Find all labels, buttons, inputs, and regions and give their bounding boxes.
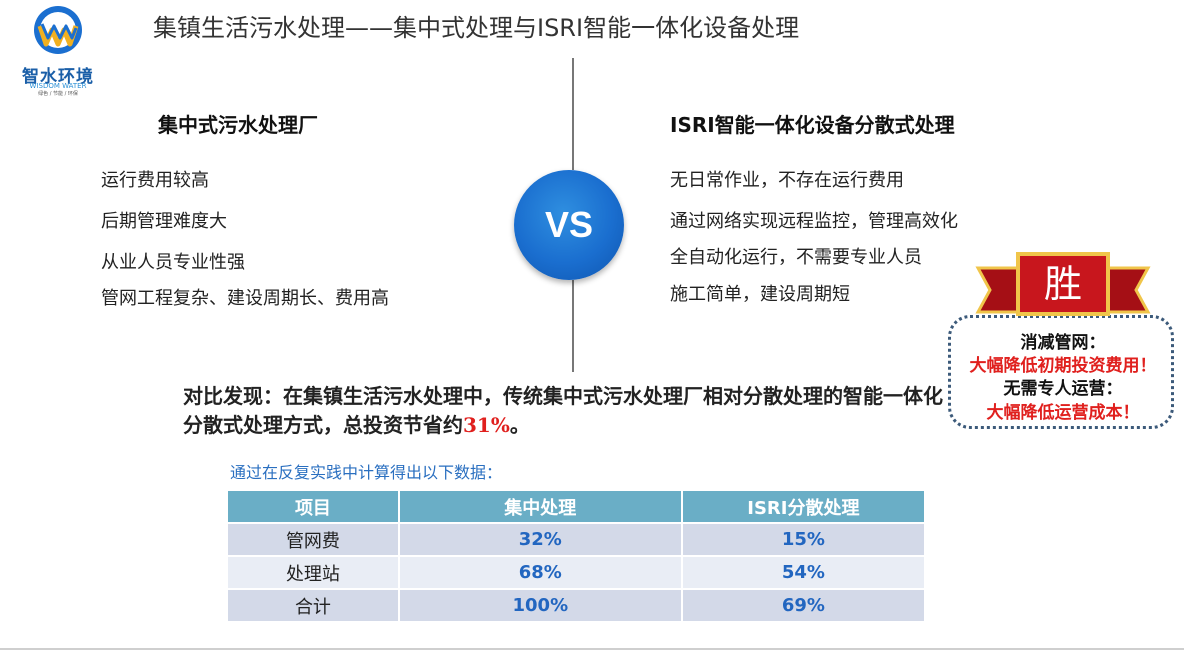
table-cell: 管网费: [226, 522, 400, 557]
logo: 智水环境 WISDOM WATER 绿色 / 节能 / 环保: [18, 4, 98, 97]
logo-tagline: 绿色 / 节能 / 环保: [38, 91, 78, 97]
vertical-divider-bottom: [572, 280, 574, 372]
vs-circle: VS: [514, 170, 624, 280]
left-item: 从业人员专业性强: [101, 252, 245, 273]
table-cell: 68%: [397, 555, 683, 590]
page-title: 集镇生活污水处理——集中式处理与ISRI智能一体化设备处理: [153, 14, 800, 42]
right-item: 无日常作业，不存在运行费用: [670, 170, 904, 191]
table-row: 管网费 32% 15%: [226, 522, 927, 557]
winner-callout-box: [948, 315, 1174, 429]
winner-badge: 胜 消减管网： 大幅降低初期投资费用！ 无需专人运营： 大幅降低运营成本！: [948, 250, 1178, 440]
badge-line: 大幅降低初期投资费用！: [969, 356, 1157, 376]
wisdom-water-logo-icon: [34, 6, 82, 54]
vertical-divider-top: [572, 58, 574, 170]
winner-ribbon-icon: [975, 252, 1151, 316]
left-item: 后期管理难度大: [101, 211, 227, 232]
left-item: 管网工程复杂、建设周期长、费用高: [101, 288, 389, 309]
winner-ribbon-text: 胜: [1043, 262, 1082, 306]
table-cell: 69%: [680, 588, 927, 623]
summary-body: 对比发现：在集镇生活污水处理中，传统集中式污水处理厂相对分散处理的智能一体化分散…: [183, 384, 943, 437]
badge-line: 大幅降低运营成本！: [986, 403, 1140, 423]
left-heading: 集中式污水处理厂: [158, 113, 318, 137]
table-cell: 处理站: [226, 555, 400, 590]
badge-line: 消减管网：: [1020, 333, 1106, 353]
summary-highlight: 31%: [463, 413, 510, 437]
left-item: 运行费用较高: [101, 170, 209, 191]
right-item: 通过网络实现远程监控，管理高效化: [670, 211, 958, 232]
table-header-row: 项目 集中处理 ISRI分散处理: [226, 489, 927, 524]
right-item: 全自动化运行，不需要专业人员: [670, 247, 922, 268]
table-row: 合计 100% 69%: [226, 588, 927, 623]
logo-brand-name: 智水环境: [22, 67, 94, 87]
right-item: 施工简单，建设周期短: [670, 284, 850, 305]
right-heading: ISRI智能一体化设备分散式处理: [670, 113, 955, 137]
table-cell: 100%: [397, 588, 683, 623]
summary-text: 对比发现：在集镇生活污水处理中，传统集中式污水处理厂相对分散处理的智能一体化分散…: [183, 382, 943, 440]
table-cell: 15%: [680, 522, 927, 557]
logo-english-name: WISDOM WATER: [29, 82, 87, 90]
summary-end: 。: [509, 413, 530, 437]
comparison-table: 项目 集中处理 ISRI分散处理 管网费 32% 15% 处理站 68% 54%…: [226, 489, 927, 623]
badge-line: 无需专人运营：: [1003, 379, 1123, 399]
bottom-rule: [0, 648, 1184, 650]
table-header: 集中处理: [397, 489, 683, 524]
table-header: 项目: [226, 489, 400, 524]
table-cell: 32%: [397, 522, 683, 557]
table-row: 处理站 68% 54%: [226, 555, 927, 590]
table-caption: 通过在反复实践中计算得出以下数据：: [230, 463, 503, 482]
table-cell: 54%: [680, 555, 927, 590]
table-cell: 合计: [226, 588, 400, 623]
table-header: ISRI分散处理: [680, 489, 927, 524]
